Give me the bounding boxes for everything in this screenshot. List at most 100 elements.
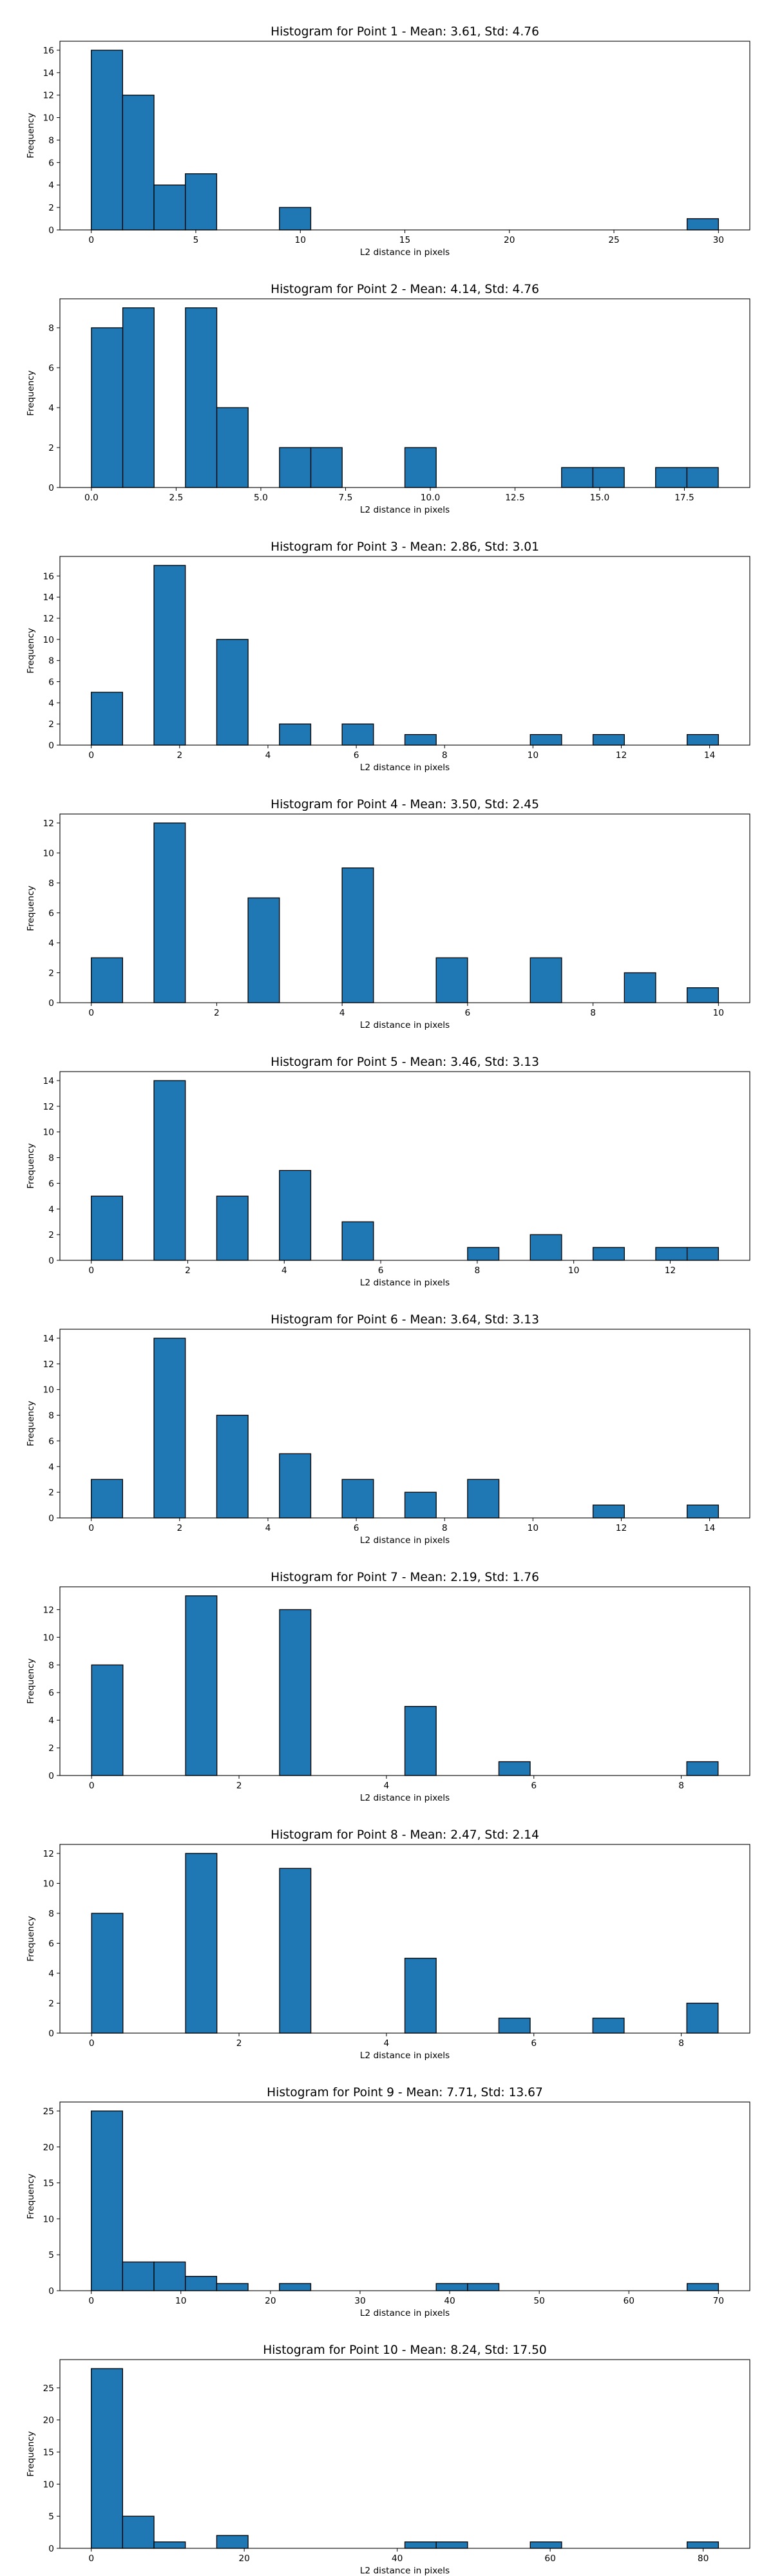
- histogram-9-xtick-label: 40: [444, 2296, 455, 2306]
- histogram-1-bar-4: [185, 173, 218, 231]
- histogram-7-xtick-label: 8: [678, 1781, 684, 1791]
- histogram-2-bar-3: [185, 307, 218, 488]
- histogram-5-bar-2: [153, 1080, 186, 1261]
- histogram-8-bar-5: [498, 2018, 531, 2034]
- histogram-2-xtick-label: 17.5: [674, 493, 694, 503]
- histogram-4-xtick-label: 2: [214, 1008, 220, 1018]
- histogram-6-bar-1: [91, 1479, 124, 1519]
- histogram-10-bar-7: [530, 2541, 562, 2549]
- histogram-9-bar-6: [279, 2283, 312, 2291]
- histogram-7-bar-2: [185, 1595, 218, 1776]
- histogram-7-ytick-label: 10: [43, 1633, 54, 1643]
- histogram-1: 0 5 10 15 20 25 30 0 2 4 6 8 10 12 14 16 Histogram for P…: [26, 25, 750, 258]
- histogram-4-xtick-label: 8: [590, 1008, 596, 1018]
- histogram-3-xtick-label: 8: [442, 750, 448, 761]
- histogram-9-ytick-label: 5: [48, 2250, 54, 2260]
- histogram-2-bar-9: [592, 467, 625, 488]
- histogram-2-ylabel: Frequency: [26, 370, 36, 416]
- histogram-8-bar-1: [91, 1913, 124, 2034]
- histogram-2-xtick-label: 5.0: [254, 493, 268, 503]
- histogram-3-ytick-label: 0: [48, 741, 54, 751]
- histogram-6-xtick-label: 10: [528, 1523, 539, 1533]
- histogram-4-xtick-label: 4: [339, 1008, 345, 1018]
- histogram-10-xlabel: L2 distance in pixels: [360, 2566, 450, 2576]
- histogram-9-xtick-label: 30: [354, 2296, 365, 2306]
- histogram-9-bar-4: [185, 2276, 218, 2291]
- histogram-3-bar-9: [686, 734, 719, 746]
- histogram-9-ytick-label: 10: [43, 2214, 54, 2224]
- histogram-10-xtick-label: 80: [698, 2553, 709, 2564]
- histogram-3-ytick-label: 2: [48, 719, 54, 730]
- histogram-1-ytick-label: 2: [48, 203, 54, 213]
- histogram-6-bar-5: [341, 1479, 374, 1519]
- histogram-5-frame: [59, 1071, 750, 1261]
- histogram-7-frame: [59, 1586, 750, 1776]
- histogram-10-ytick-label: 5: [48, 2512, 54, 2522]
- histogram-8-bar-3: [279, 1868, 312, 2034]
- histogram-1-xtick-label: 0: [88, 235, 94, 245]
- histogram-7-title: Histogram for Point 7 - Mean: 2.19, Std:…: [271, 1571, 539, 1584]
- histogram-2-bar-2: [122, 307, 155, 488]
- histogram-10-xtick-label: 40: [392, 2553, 403, 2564]
- histogram-1-title: Histogram for Point 1 - Mean: 3.61, Std:…: [271, 25, 539, 39]
- histogram-2-ytick-label: 6: [48, 363, 54, 374]
- histogram-4-ytick-label: 2: [48, 968, 54, 978]
- histogram-8-bar-6: [592, 2018, 625, 2034]
- histogram-7-bar-3: [279, 1609, 312, 1776]
- histogram-3-bar-1: [91, 692, 124, 746]
- histogram-4-bar-8: [686, 987, 719, 1003]
- histogram-2-title: Histogram for Point 2 - Mean: 4.14, Std:…: [271, 283, 539, 296]
- histogram-6-ytick-label: 12: [43, 1359, 54, 1370]
- histogram-5-xtick-label: 0: [88, 1265, 94, 1276]
- histogram-4-ytick-label: 4: [48, 938, 54, 949]
- histogram-10-bar-4: [216, 2535, 249, 2549]
- histogram-3-bar-4: [279, 723, 312, 746]
- histogram-10-frame: [59, 2359, 750, 2549]
- histogram-1-ytick-label: 8: [48, 135, 54, 146]
- histogram-1-xtick-label: 20: [504, 235, 515, 245]
- histogram-7-bar-4: [404, 1706, 437, 1776]
- histogram-6-xtick-label: 0: [88, 1523, 94, 1533]
- histogram-5-ytick-label: 2: [48, 1230, 54, 1240]
- histogram-5-bar-6: [467, 1247, 500, 1261]
- histogram-10-ylabel: Frequency: [26, 2431, 36, 2477]
- histogram-7-bar-6: [686, 1761, 719, 1776]
- histogram-6-title: Histogram for Point 6 - Mean: 3.64, Std:…: [271, 1313, 539, 1327]
- histogram-3-bar-3: [216, 639, 249, 746]
- histogram-7-ytick-label: 12: [43, 1605, 54, 1615]
- histogram-4-ytick-label: 12: [43, 819, 54, 829]
- histogram-1-ytick-label: 0: [48, 225, 54, 236]
- histogram-5-bar-10: [686, 1247, 719, 1261]
- histogram-6-bar-4: [279, 1453, 312, 1519]
- histogram-5-ytick-label: 12: [43, 1102, 54, 1112]
- histogram-5-xtick-label: 2: [185, 1265, 191, 1276]
- histogram-3-bar-2: [153, 565, 186, 746]
- histogram-8-bar-2: [185, 1853, 218, 2034]
- histogram-9-ylabel: Frequency: [26, 2174, 36, 2219]
- histogram-3-xtick-label: 4: [265, 750, 271, 761]
- histogram-6-frame: [59, 1329, 750, 1519]
- histogram-7-xtick-label: 4: [384, 1781, 390, 1791]
- histogram-9-bar-1: [91, 2110, 124, 2291]
- histogram-9-bar-8: [467, 2283, 500, 2291]
- histogram-4-bar-7: [624, 972, 656, 1003]
- histogram-8-xtick-label: 6: [531, 2038, 537, 2049]
- histogram-3-ytick-label: 10: [43, 635, 54, 645]
- histogram-3-ytick-label: 6: [48, 677, 54, 688]
- histogram-9-xtick-label: 70: [713, 2296, 724, 2306]
- histogram-6-ylabel: Frequency: [26, 1401, 36, 1446]
- histogram-6-xtick-label: 8: [442, 1523, 448, 1533]
- histogram-8-bar-7: [686, 2002, 719, 2034]
- histogram-2-bar-8: [561, 467, 594, 488]
- histogram-9-xtick-label: 10: [175, 2296, 186, 2306]
- histogram-5-xtick-label: 4: [282, 1265, 287, 1276]
- histogram-3-xlabel: L2 distance in pixels: [360, 762, 450, 773]
- histogram-6-ytick-label: 14: [43, 1334, 54, 1344]
- histogram-5-bar-5: [341, 1221, 374, 1261]
- histogram-10-ytick-label: 15: [43, 2448, 54, 2458]
- histogram-9-title: Histogram for Point 9 - Mean: 7.71, Std:…: [267, 2086, 543, 2099]
- histogram-3-ylabel: Frequency: [26, 628, 36, 674]
- histogram-2-xtick-label: 15.0: [590, 493, 609, 503]
- histogram-9-ytick-label: 20: [43, 2143, 54, 2153]
- histogram-1-xtick-label: 25: [608, 235, 619, 245]
